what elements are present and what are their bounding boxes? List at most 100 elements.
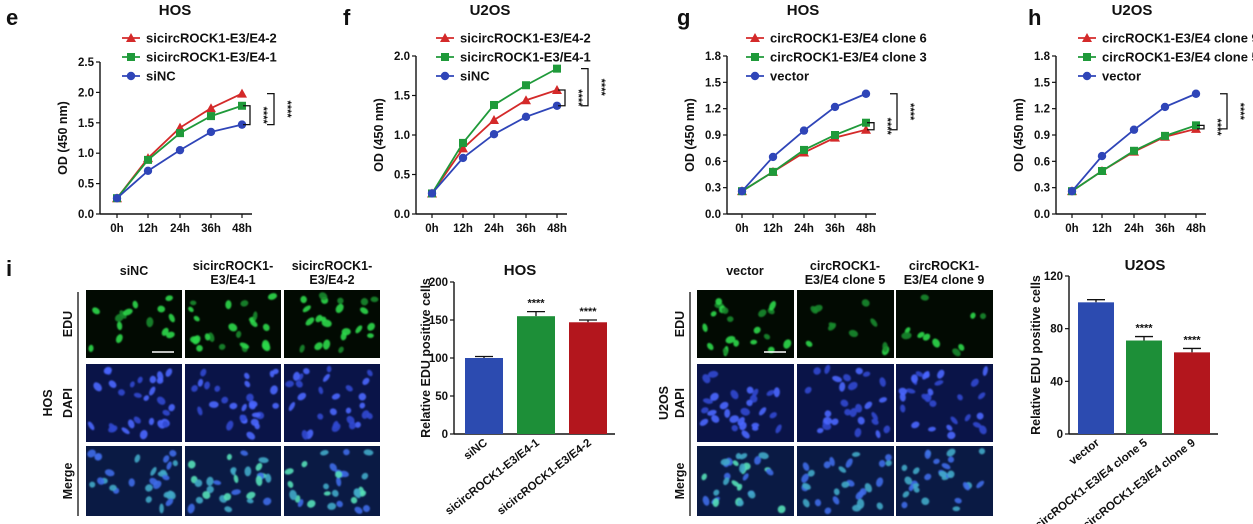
y-tick-label: 0.0 (394, 209, 410, 221)
data-point (1192, 121, 1200, 130)
legend-label: sicircROCK1-E3/E4-2 (460, 31, 591, 46)
nucleus (921, 393, 931, 401)
nucleus (737, 416, 745, 426)
nucleus (244, 380, 251, 388)
cell-line-label: U2OS (657, 386, 671, 420)
nucleus (852, 504, 862, 512)
line-chart-f: f U2OS 0.0 0.5 1.0 1.5 2.0 0h 12h 24h 36h 48h OD (45… (343, 2, 607, 235)
nucleus (970, 378, 979, 387)
nucleus (168, 404, 175, 412)
x-tick-label: 0h (110, 223, 123, 235)
nucleus (160, 469, 167, 475)
nucleus (702, 495, 710, 506)
nucleus (843, 374, 851, 382)
micrograph-image (896, 446, 993, 516)
nucleus (976, 480, 985, 489)
data-point (861, 89, 871, 98)
nucleus (301, 461, 308, 468)
cell-line-label: HOS (41, 389, 55, 416)
nucleus (240, 300, 249, 307)
cell-nuclei (88, 295, 175, 353)
nucleus (287, 480, 294, 488)
nucleus (710, 311, 717, 317)
cell-nuclei (804, 364, 891, 439)
nucleus (783, 339, 792, 349)
row-label: Merge (61, 463, 75, 500)
nucleus (854, 428, 862, 438)
legend-marker (126, 71, 136, 81)
cell-nuclei (87, 449, 178, 514)
nucleus (847, 381, 858, 391)
series-line (1071, 127, 1197, 192)
nucleus (720, 458, 731, 466)
x-tick-label: 48h (856, 223, 876, 235)
micrograph-image (284, 446, 380, 516)
nucleus (300, 295, 307, 304)
nucleus (326, 365, 332, 373)
nucleus (878, 397, 888, 403)
line-chart-g: g HOS 0.0 0.3 0.6 0.9 1.2 1.5 1.8 0h 12h 24h 36h 48h O… (677, 2, 927, 235)
nucleus (822, 422, 832, 431)
nucleus (314, 342, 323, 351)
cell-nuclei (699, 370, 782, 439)
nucleus (270, 385, 278, 395)
nucleus (823, 417, 833, 425)
nucleus (878, 459, 886, 468)
nucleus (871, 418, 879, 425)
nucleus (751, 422, 760, 428)
nucleus (932, 338, 941, 348)
micrograph-image (86, 364, 182, 442)
nucleus (204, 381, 210, 390)
nucleus (295, 380, 303, 388)
nucleus (972, 422, 982, 428)
nucleus (307, 500, 316, 508)
nucleus (952, 506, 961, 512)
nucleus (340, 332, 347, 341)
nucleus (813, 367, 821, 375)
data-point (1067, 186, 1077, 196)
nucleus (343, 449, 350, 456)
nucleus (218, 343, 226, 350)
nucleus (913, 487, 920, 493)
data-point (207, 112, 215, 121)
series-line (1071, 124, 1197, 192)
panel-label: g (677, 5, 690, 30)
y-tick-label: 0.5 (394, 170, 411, 182)
nucleus (289, 489, 297, 501)
cell-nuclei (801, 452, 892, 515)
nucleus (305, 317, 315, 326)
data-point (144, 155, 152, 164)
significance-bracket (243, 105, 251, 126)
nucleus (978, 392, 986, 400)
legend-marker (1083, 53, 1091, 61)
nucleus (132, 300, 139, 309)
legend-marker (1082, 71, 1092, 81)
chart-title: U2OS (1112, 2, 1153, 19)
nucleus (194, 479, 203, 488)
nucleus (711, 415, 720, 423)
data-point (489, 114, 499, 124)
cell-nuclei (285, 365, 373, 440)
nucleus (938, 470, 948, 478)
data-point (112, 193, 122, 203)
nucleus (267, 293, 278, 300)
panel-label: e (6, 5, 18, 30)
significance-label: **** (572, 89, 584, 107)
nucleus (103, 366, 112, 375)
nucleus (742, 473, 749, 481)
nucleus (119, 310, 127, 319)
cell-nuclei (901, 448, 986, 512)
nucleus (133, 392, 142, 398)
y-tick-label: 0.3 (705, 183, 721, 195)
data-point (553, 64, 561, 73)
data-point (1161, 131, 1169, 140)
nucleus (363, 505, 370, 513)
nucleus (236, 330, 242, 338)
nucleus (166, 331, 175, 339)
significance-bracket (558, 89, 566, 107)
nucleus (301, 430, 309, 440)
nucleus (832, 375, 842, 383)
data-point (175, 145, 185, 155)
nucleus (964, 414, 971, 422)
nucleus (921, 497, 930, 506)
